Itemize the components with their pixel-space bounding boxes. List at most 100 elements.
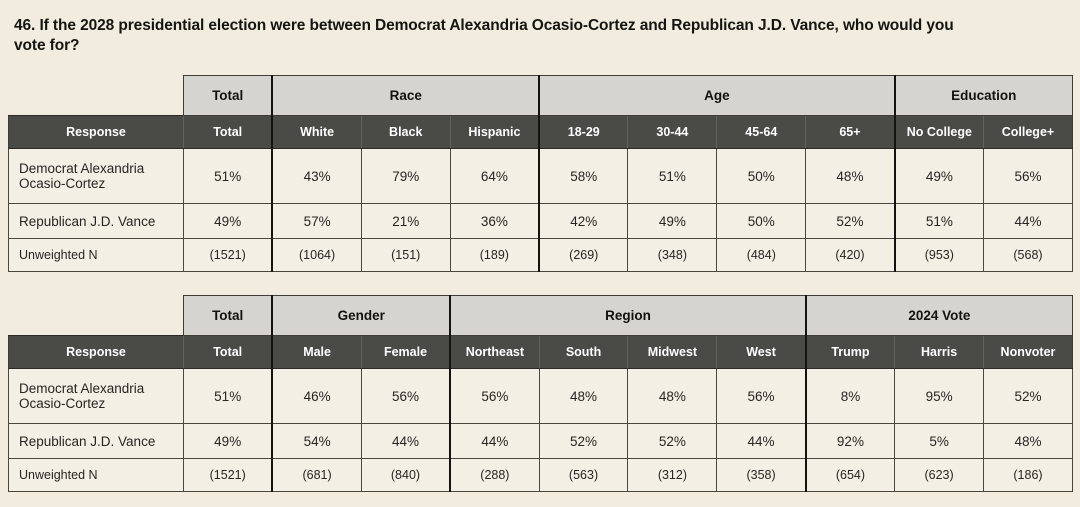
group-header: 2024 Vote [805, 295, 1073, 336]
table-row: Democrat Alexandria Ocasio-Cortez 51% 46% 5… [8, 368, 1073, 424]
value-cell: (1521) [183, 238, 274, 272]
value-cell: 56% [449, 368, 540, 424]
value-cell: 49% [627, 203, 718, 239]
group-header: Race [271, 75, 541, 116]
table-row: Unweighted N (1521) (1064) (151) (189) (269)(… [8, 238, 1073, 272]
value-cell: 44% [983, 203, 1073, 239]
value-cell: (1521) [183, 458, 274, 492]
value-cell: 51% [894, 203, 985, 239]
group-header: Total [183, 75, 274, 116]
value-cell: 44% [360, 423, 452, 459]
value-cell: 49% [183, 423, 274, 459]
row-label: Unweighted N [8, 458, 184, 492]
value-cell: 52% [538, 423, 629, 459]
value-cell: 56% [716, 368, 807, 424]
value-cell: 49% [894, 148, 985, 204]
value-cell: 52% [627, 423, 718, 459]
value-cell: 44% [716, 423, 807, 459]
value-cell: 48% [538, 368, 629, 424]
value-cell: 36% [449, 203, 541, 239]
value-cell: (563) [538, 458, 629, 492]
column-header: 30-44 [627, 115, 718, 149]
column-header: 65+ [805, 115, 896, 149]
value-cell: (288) [449, 458, 540, 492]
crosstab-table: Total Race Age Education Response Total White B… [8, 75, 1073, 272]
response-column-header: Response [8, 115, 184, 149]
crosstab-table-gender-region-2024vote: Total Gender Region 2024 Vote Response Total M… [8, 295, 1073, 492]
value-cell: 54% [271, 423, 362, 459]
value-cell: 46% [271, 368, 362, 424]
value-cell: (189) [449, 238, 541, 272]
column-header: 45-64 [716, 115, 807, 149]
column-header: White [271, 115, 362, 149]
value-cell: (312) [627, 458, 718, 492]
question-title-line-1: 46. If the 2028 presidential election we… [14, 17, 954, 34]
value-cell: (186) [983, 458, 1073, 492]
group-header: Region [449, 295, 807, 336]
value-cell: 8% [805, 368, 896, 424]
question-title: 46. If the 2028 presidential election we… [14, 16, 954, 56]
value-cell: 48% [627, 368, 718, 424]
group-header: Age [538, 75, 896, 116]
group-header-spacer [9, 76, 184, 116]
group-header: Total [183, 295, 274, 336]
value-cell: (269) [538, 238, 629, 272]
value-cell: (623) [894, 458, 985, 492]
column-header: Trump [805, 335, 896, 369]
row-label: Republican J.D. Vance [8, 423, 184, 459]
value-cell: 64% [449, 148, 541, 204]
value-cell: (358) [716, 458, 807, 492]
column-header: Total [183, 115, 274, 149]
value-cell: 44% [449, 423, 540, 459]
value-cell: 56% [983, 148, 1073, 204]
column-header: Harris [894, 335, 985, 369]
group-header-spacer [9, 296, 184, 336]
column-header: West [716, 335, 807, 369]
value-cell: (1064) [271, 238, 362, 272]
column-header: Total [183, 335, 274, 369]
crosstab-table: Total Gender Region 2024 Vote Response Total M… [8, 295, 1073, 492]
value-cell: 58% [538, 148, 629, 204]
column-header: Nonvoter [983, 335, 1073, 369]
value-cell: (420) [805, 238, 896, 272]
value-cell: (840) [360, 458, 452, 492]
value-cell: (654) [805, 458, 896, 492]
value-cell: 92% [805, 423, 896, 459]
value-cell: (151) [360, 238, 451, 272]
value-cell: 51% [183, 148, 274, 204]
value-cell: 56% [360, 368, 452, 424]
value-cell: 51% [183, 368, 274, 424]
value-cell: 57% [271, 203, 362, 239]
value-cell: 50% [716, 203, 807, 239]
value-cell: 52% [983, 368, 1073, 424]
column-header: No College [894, 115, 985, 149]
value-cell: (568) [983, 238, 1073, 272]
question-title-line-2: vote for? [14, 37, 80, 55]
column-header: Black [360, 115, 451, 149]
crosstab-table-race-age-education: Total Race Age Education Response Total White B… [8, 75, 1073, 272]
value-cell: (484) [716, 238, 807, 272]
column-header: Northeast [449, 335, 540, 369]
value-cell: 95% [894, 368, 985, 424]
value-cell: 49% [183, 203, 274, 239]
value-cell: 79% [360, 148, 451, 204]
row-label: Democrat Alexandria Ocasio-Cortez [8, 148, 184, 204]
column-header: 18-29 [538, 115, 629, 149]
row-label: Democrat Alexandria Ocasio-Cortez [8, 368, 184, 424]
value-cell: (953) [894, 238, 985, 272]
column-header: South [538, 335, 629, 369]
value-cell: (681) [271, 458, 362, 492]
value-cell: 51% [627, 148, 718, 204]
value-cell: 48% [805, 148, 896, 204]
value-cell: 21% [360, 203, 451, 239]
value-cell: (348) [627, 238, 718, 272]
value-cell: 5% [894, 423, 985, 459]
table-row: Unweighted N (1521) (681) (840) (288) (563) (3… [8, 458, 1073, 492]
row-label: Republican J.D. Vance [8, 203, 184, 239]
value-cell: 42% [538, 203, 629, 239]
column-header: College+ [983, 115, 1073, 149]
column-header: Male [271, 335, 362, 369]
group-header: Gender [271, 295, 452, 336]
column-header: Hispanic [449, 115, 541, 149]
response-column-header: Response [8, 335, 184, 369]
